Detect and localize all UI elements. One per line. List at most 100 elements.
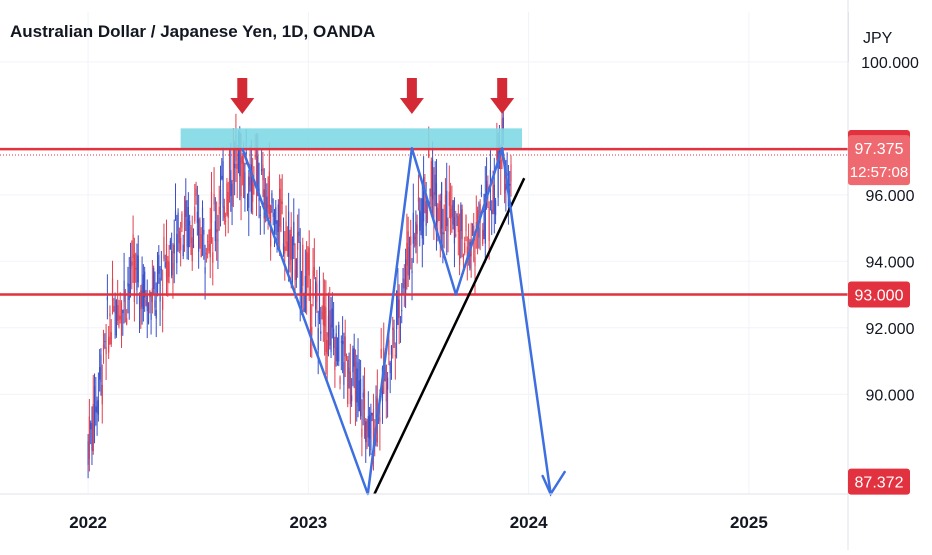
y-tick-label: 92.000 xyxy=(866,321,915,338)
candle-body xyxy=(465,215,467,232)
candle-body xyxy=(217,239,219,241)
y-tick-labels: 90.000 92.000 94.000 96.000 100.000 xyxy=(861,55,919,404)
candle-body xyxy=(356,368,358,403)
candle-body xyxy=(171,251,173,276)
candle-body xyxy=(321,311,323,320)
candle-body xyxy=(208,243,210,251)
candle-body xyxy=(316,283,318,303)
currency-selector[interactable]: JPY xyxy=(848,12,929,62)
top-marker-arrow-icon xyxy=(399,78,424,114)
candle-body xyxy=(422,176,425,222)
candle-body xyxy=(205,253,207,255)
chart-title: Australian Dollar / Japanese Yen, 1D, OA… xyxy=(10,22,376,41)
x-tick-label: 2022 xyxy=(69,513,107,532)
candle-body xyxy=(415,221,417,246)
candle-body xyxy=(177,212,179,232)
candle-body xyxy=(225,220,227,222)
top-markers xyxy=(230,78,515,114)
candle-body xyxy=(353,348,355,367)
candle-body xyxy=(452,200,454,225)
candle-body xyxy=(354,361,357,402)
candle-body xyxy=(442,232,444,235)
candle-body xyxy=(358,380,360,411)
candle-body xyxy=(104,341,106,343)
candle-body xyxy=(91,423,93,451)
candle-body xyxy=(361,428,363,437)
candle-body xyxy=(503,159,506,194)
candle-body xyxy=(204,267,206,274)
candle-body xyxy=(145,299,147,306)
top-marker-arrow-icon xyxy=(230,78,255,114)
candle-body xyxy=(483,221,485,237)
candle-body xyxy=(93,386,96,427)
price-badge-value: 97.375 xyxy=(855,141,904,158)
candle-body xyxy=(271,192,273,204)
candle-body xyxy=(198,218,200,252)
candle-body xyxy=(216,229,218,233)
candle-body xyxy=(181,213,183,228)
candle-body xyxy=(325,307,327,352)
resistance-zone xyxy=(180,128,523,150)
candle-body xyxy=(106,296,108,301)
candle-body xyxy=(331,308,333,328)
candle-body xyxy=(413,236,416,240)
candle-body xyxy=(425,201,427,226)
currency-label: JPY xyxy=(863,30,893,47)
price-badge-bg xyxy=(848,468,910,495)
candle-body xyxy=(156,269,159,293)
candle-body xyxy=(451,205,453,218)
candle-body xyxy=(399,327,402,329)
candle-body xyxy=(110,332,112,345)
candle-body xyxy=(338,324,340,362)
candle-body xyxy=(273,216,276,231)
candle-body xyxy=(303,307,305,312)
candle-body xyxy=(388,339,390,355)
candle-body xyxy=(447,219,449,232)
candle-body xyxy=(117,305,119,321)
candle-body xyxy=(392,327,394,330)
candle-body xyxy=(336,347,339,362)
candle-body xyxy=(327,315,330,337)
candle-body xyxy=(387,377,389,390)
candle-body xyxy=(196,211,198,224)
candle-body xyxy=(288,211,290,257)
candle-body xyxy=(390,345,393,355)
candle-body xyxy=(371,412,373,416)
candle-body xyxy=(213,193,215,205)
candle-body xyxy=(300,288,303,292)
candle-body xyxy=(380,348,382,358)
candle-body xyxy=(502,117,504,132)
candle-body xyxy=(132,234,134,259)
candle-body xyxy=(282,243,285,251)
candle-body xyxy=(372,409,375,460)
candle-body xyxy=(142,274,144,310)
candle-body xyxy=(189,220,191,226)
candle-body xyxy=(411,270,413,274)
candle-body xyxy=(444,195,447,203)
candle-body xyxy=(219,189,222,205)
candle-body xyxy=(313,266,315,277)
candle-body xyxy=(231,183,233,207)
candle-body xyxy=(417,197,420,202)
candle-body xyxy=(226,183,228,215)
candle-body xyxy=(500,159,502,170)
candle-body xyxy=(493,184,495,214)
candle-body xyxy=(191,237,193,262)
candle-body xyxy=(281,201,283,204)
candle-body xyxy=(286,241,288,252)
candle-body xyxy=(367,416,369,438)
candle-body xyxy=(435,183,438,235)
candle-body xyxy=(245,152,247,155)
candle-body xyxy=(342,340,344,345)
candle-body xyxy=(293,221,295,246)
pattern-line xyxy=(241,147,552,496)
candle-body xyxy=(162,297,164,310)
candle-body xyxy=(320,331,322,334)
candle-body xyxy=(252,177,254,202)
candle-body xyxy=(232,149,234,181)
candle-body xyxy=(246,198,249,200)
price-badge: 97.375 12:57:08 xyxy=(848,135,910,186)
candle-body xyxy=(433,192,435,223)
